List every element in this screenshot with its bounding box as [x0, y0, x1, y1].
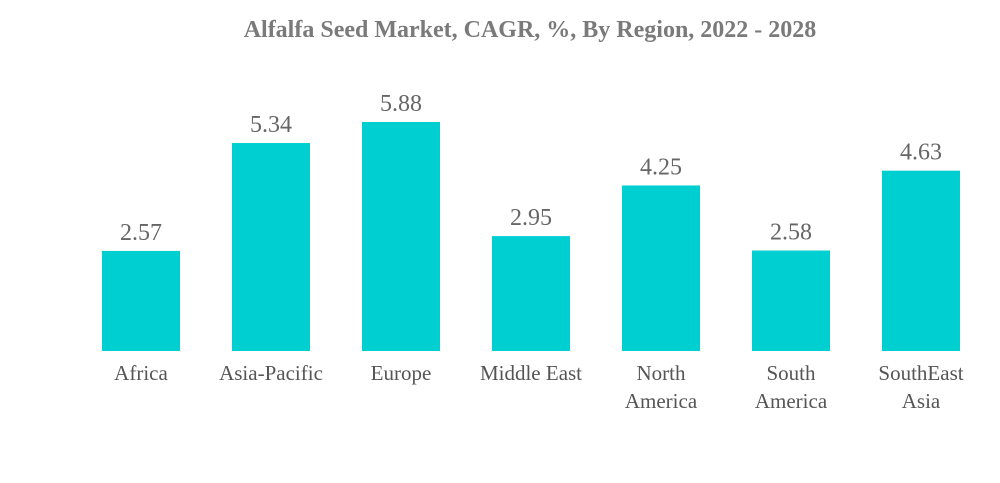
x-tick-label: SouthEast [878, 361, 963, 385]
value-label: 5.34 [250, 112, 292, 138]
bar-series [102, 122, 960, 351]
x-tick-label: Europe [371, 361, 432, 385]
bar [882, 170, 960, 351]
bar [492, 236, 570, 351]
x-tick-label: Middle East [480, 361, 582, 385]
x-tick-label: America [625, 389, 698, 413]
bar [362, 122, 440, 351]
x-tick-label: Asia-Pacific [219, 361, 323, 385]
chart-title: Alfalfa Seed Market, CAGR, %, By Region,… [244, 17, 817, 43]
value-label: 4.63 [900, 140, 942, 166]
x-axis-tick-labels: Africa Asia-Pacific Europe Middle East North… [114, 361, 964, 413]
bar [232, 143, 310, 351]
value-label: 2.95 [510, 205, 552, 231]
x-tick-label: Asia [902, 389, 941, 413]
bar [622, 185, 700, 351]
x-tick-label: Africa [114, 361, 168, 385]
x-tick-label: America [755, 389, 828, 413]
value-label: 2.58 [770, 220, 812, 246]
x-tick-label: South [766, 361, 816, 385]
bar [752, 250, 830, 351]
x-tick-label: North [637, 361, 686, 385]
value-label: 5.88 [380, 91, 422, 117]
bar [102, 250, 180, 351]
value-label: 2.57 [120, 220, 162, 246]
value-labels: 2.57 5.34 5.88 2.95 4.25 2.58 4.63 [120, 91, 942, 246]
value-label: 4.25 [640, 154, 682, 180]
